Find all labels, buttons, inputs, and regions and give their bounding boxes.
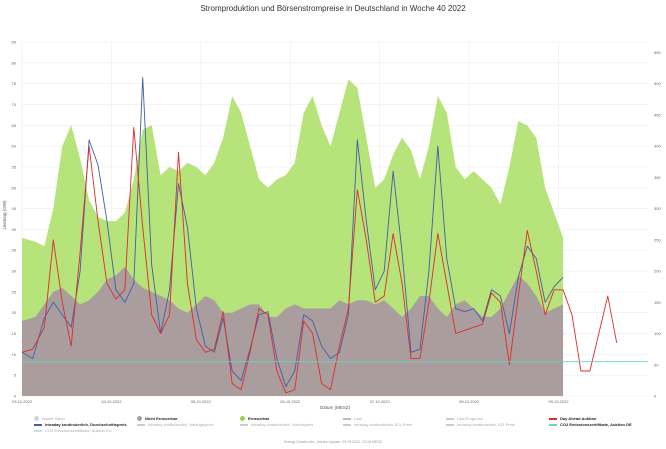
legend-item-import-saldo[interactable]: Import Saldo (34, 416, 65, 422)
y2-tick-label-9: 450 (654, 112, 661, 117)
y2-tick-label-11: 550 (654, 50, 661, 55)
x-tick-label-4: 07.10.2022 (370, 399, 391, 404)
x-tick-label-0: 03.10.2022 (12, 399, 33, 404)
x-tick-label-3: 06.10.2022 (280, 399, 301, 404)
line-series (21, 76, 648, 394)
y-tick-label-7: 35 (12, 248, 17, 253)
y-tick-label-9: 45 (12, 206, 17, 211)
footer-note: Energy-Charts.info - letztes Update: 09.… (283, 440, 383, 444)
legend-item-nicht-erneuerbar[interactable]: Nicht Erneuerbar (137, 416, 177, 422)
y-tick-label-3: 15 (12, 331, 17, 336)
y-tick-label-10: 50 (12, 185, 17, 190)
y2-tick-label-6: 300 (654, 206, 661, 211)
legend-item-intraday-min[interactable]: Intraday kontinuierlich, Niedrigstpreis (137, 422, 214, 428)
y2-tick-label-10: 500 (654, 81, 661, 86)
series-2-line (21, 76, 564, 388)
y-axis-label: Leistung (GW) (2, 200, 7, 230)
y-tick-label-2: 10 (12, 352, 17, 357)
y-tick-label-1: 5 (14, 373, 17, 378)
y2-tick-label-0: 0 (654, 394, 657, 399)
y-tick-label-16: 80 (12, 60, 17, 65)
y-tick-label-6: 30 (12, 269, 17, 274)
y2-tick-label-7: 350 (654, 175, 661, 180)
area-series (22, 79, 564, 396)
x-tick-label-6: 09.10.2022 (549, 399, 570, 404)
y-tick-label-0: 0 (14, 394, 17, 399)
legend-item-last[interactable]: Last (343, 416, 362, 422)
y-tick-label-14: 70 (12, 102, 17, 107)
y-tick-label-13: 65 (12, 123, 17, 128)
legend-item-erneuerbar[interactable]: Erneuerbar (240, 416, 269, 422)
series-3-line (21, 126, 618, 394)
legend-item-last-prognose[interactable]: Last Prognose (446, 416, 483, 422)
y2-tick-label-4: 200 (654, 269, 661, 274)
y2-tick-label-8: 400 (654, 144, 661, 149)
x-tick-label-1: 04.10.2022 (101, 399, 122, 404)
right-axis-ticks: 0 50 100 150 200 250 300 350 400 450 500 550 (654, 50, 661, 399)
y-tick-label-12: 60 (12, 144, 17, 149)
chart-plot: 0 5 10 15 20 25 30 35 40 45 50 55 60 65 70 75 80 85 0 50 10… (2, 40, 661, 411)
legend-item-intraday-id3[interactable]: Intraday kontinuierlich, ID3-Preis (446, 422, 515, 428)
x-tick-label-2: 05.10.2022 (191, 399, 212, 404)
y2-tick-label-2: 100 (654, 331, 661, 336)
legend-item-day-ahead[interactable]: Day Ahead Auktion (549, 416, 596, 422)
series-1-area (22, 266, 564, 396)
legend-item-intraday-id1[interactable]: Intraday kontinuierlich, ID1-Preis (343, 422, 412, 428)
x-axis-ticks: 03.10.2022 04.10.2022 05.10.2022 06.10.2022… (12, 399, 569, 404)
y-tick-label-17: 85 (12, 40, 17, 45)
legend-item-intraday-avg[interactable]: Intraday kontinuierlich, Durchschnittspr… (34, 422, 127, 428)
x-axis-label: Datum (MESZ) (320, 405, 351, 410)
legend-item-co2-eu[interactable]: CO2 Emissionszertifikate, Auktion EU (34, 428, 112, 434)
legend-item-intraday-max[interactable]: Intraday kontinuierlich, Höchstpreis (240, 422, 313, 428)
y-tick-label-11: 55 (12, 164, 17, 169)
y2-tick-label-3: 150 (654, 300, 661, 305)
y-tick-label-8: 40 (12, 227, 17, 232)
y-tick-label-15: 75 (12, 81, 17, 86)
chart-title: Stromproduktion und Börsenstrompreise in… (200, 4, 466, 13)
y-tick-label-5: 25 (12, 289, 17, 294)
legend-item-co2-de[interactable]: CO2 Emissionszertifikate, Auktion DE (549, 422, 632, 428)
y2-tick-label-1: 50 (654, 362, 659, 367)
y-tick-label-4: 20 (12, 310, 17, 315)
x-tick-label-5: 08.10.2022 (459, 399, 480, 404)
y2-tick-label-5: 250 (654, 237, 661, 242)
left-axis-ticks: 0 5 10 15 20 25 30 35 40 45 50 55 60 65 70 75 80 85 (12, 40, 17, 399)
